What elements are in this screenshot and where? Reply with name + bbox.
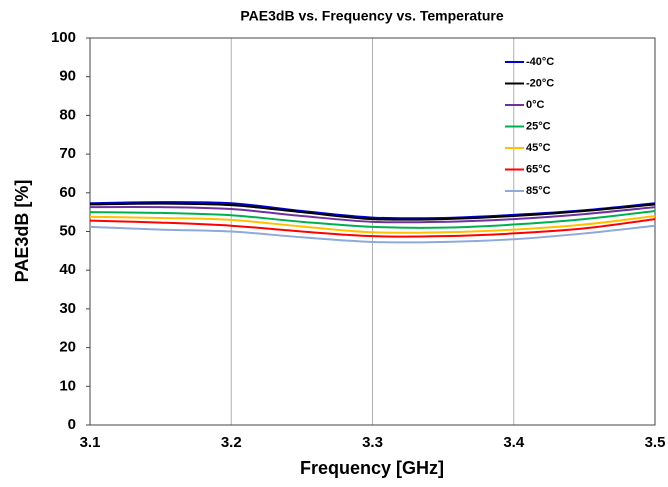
y-tick-label: 70 — [59, 145, 76, 162]
y-axis-label: PAE3dB [%] — [12, 180, 32, 283]
y-tick-label: 40 — [59, 261, 76, 278]
x-axis-label: Frequency [GHz] — [300, 458, 444, 478]
y-tick-label: 0 — [68, 416, 76, 433]
x-tick-label: 3.2 — [221, 434, 242, 451]
y-tick-label: 80 — [59, 106, 76, 123]
legend-label: 45°C — [526, 142, 551, 154]
legend-label: 25°C — [526, 120, 551, 132]
series-line — [89, 202, 656, 221]
series-line — [89, 205, 656, 224]
chart-title: PAE3dB vs. Frequency vs. Temperature — [240, 8, 503, 24]
series-line — [89, 218, 656, 238]
series-line — [89, 209, 656, 229]
plot-frame — [89, 37, 656, 426]
x-tick-label: 3.5 — [645, 434, 666, 451]
y-tick-label: 60 — [59, 184, 76, 201]
legend-label: -20°C — [526, 77, 554, 89]
y-tick-label: 50 — [59, 222, 76, 239]
y-tick-label: 30 — [59, 300, 76, 317]
y-tick-label: 100 — [51, 29, 76, 46]
legend-label: 0°C — [526, 99, 545, 111]
series-line — [89, 224, 656, 244]
y-tick-label: 20 — [59, 339, 76, 356]
series-line — [89, 215, 656, 234]
y-tick-label: 10 — [59, 377, 76, 394]
x-tick-label: 3.4 — [503, 434, 525, 451]
legend-label: -40°C — [526, 56, 554, 68]
legend-label: 65°C — [526, 163, 551, 175]
y-tick-label: 90 — [59, 68, 76, 85]
legend-label: 85°C — [526, 185, 551, 197]
x-tick-label: 3.3 — [362, 434, 383, 451]
x-tick-label: 3.1 — [80, 434, 101, 451]
